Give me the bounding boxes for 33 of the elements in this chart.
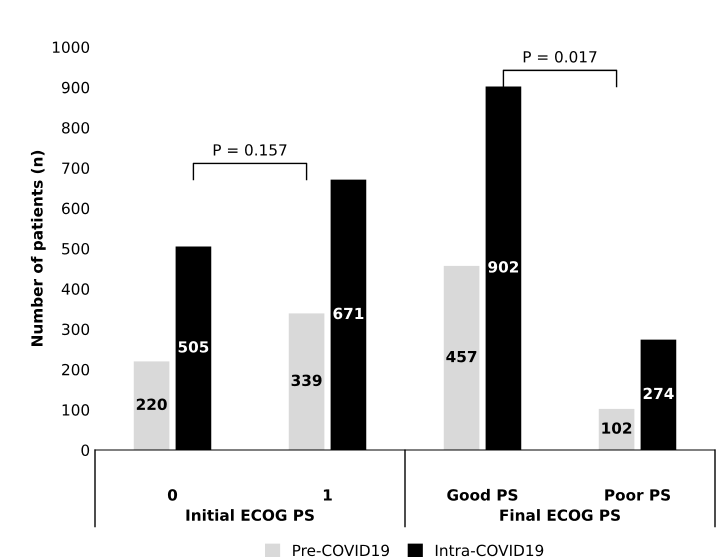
y-tick-label: 200 bbox=[62, 364, 90, 376]
data-label: 339 bbox=[292, 374, 322, 386]
x-tick-label: 0 bbox=[168, 489, 178, 501]
bar bbox=[444, 266, 480, 450]
y-tick-label: 100 bbox=[62, 404, 90, 416]
y-tick-label: 400 bbox=[62, 283, 90, 295]
y-tick-label: 900 bbox=[62, 82, 90, 94]
text: Final ECOG PS bbox=[500, 509, 620, 521]
bar bbox=[134, 361, 170, 450]
y-tick-label: 600 bbox=[62, 202, 90, 214]
data-label: 102 bbox=[602, 422, 632, 434]
y-tick-label: 0 bbox=[81, 444, 90, 456]
y-tick-label: 1000 bbox=[52, 41, 90, 54]
data-label: 220 bbox=[136, 398, 167, 410]
text: Initial ECOG PS bbox=[186, 509, 314, 521]
y-tick-label: 500 bbox=[62, 242, 90, 255]
annotation: P = 0.017 bbox=[524, 51, 596, 63]
y-tick-label: 700 bbox=[62, 162, 90, 174]
y-tick-label: 300 bbox=[62, 324, 90, 336]
data-label: 505 bbox=[178, 341, 208, 353]
data-label: 671 bbox=[333, 308, 364, 320]
legend-label: Intra-COVID19 bbox=[436, 544, 544, 556]
data-label: 274 bbox=[644, 388, 674, 400]
annotation: P = 0.157 bbox=[214, 144, 286, 156]
legend-label: Pre-COVID19 bbox=[293, 544, 389, 556]
x-tick-label: Poor PS bbox=[605, 489, 670, 501]
y-axis-title: Number of patients (n) bbox=[30, 150, 46, 346]
bar bbox=[288, 313, 324, 450]
x-tick-label: Good PS bbox=[447, 488, 518, 501]
data-label: 457 bbox=[446, 350, 476, 362]
y-tick-label: 800 bbox=[62, 122, 90, 134]
data-label: 902 bbox=[488, 261, 518, 273]
x-tick-label: 1 bbox=[324, 489, 332, 500]
